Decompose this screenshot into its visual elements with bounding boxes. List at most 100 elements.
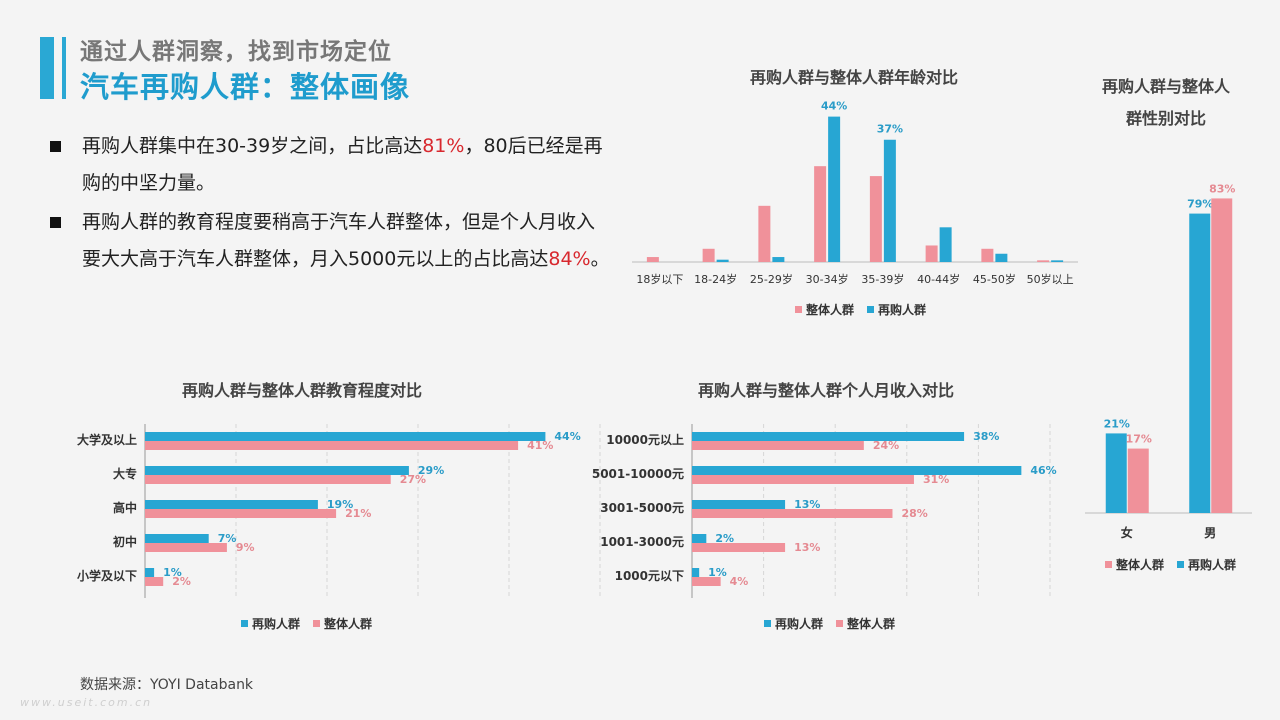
bullet-item: 再购人群集中在30-39岁之间，占比高达81%，80后已经是再购的中坚力量。 [50, 128, 610, 202]
legend-label: 再购人群 [878, 302, 926, 317]
y-tick-label: 1001-3000元 [600, 535, 684, 549]
data-label: 37% [877, 123, 903, 136]
bar [1051, 260, 1064, 262]
x-tick-label: 18岁以下 [636, 272, 683, 286]
bar [145, 500, 318, 509]
bar [995, 253, 1008, 262]
bar [145, 441, 519, 450]
data-label: 83% [1209, 182, 1235, 195]
chart-title: 再购人群与整体人群教育程度对比 [182, 381, 422, 400]
age-chart: 再购人群与整体人群年龄对比 18岁以下 18-24岁 25-29岁 30-34岁 44% 3… [632, 68, 1078, 286]
y-tick-label: 10000元以上 [606, 432, 684, 447]
bar [869, 176, 882, 262]
legend-swatch [241, 620, 248, 627]
bar [1105, 433, 1127, 513]
data-label: 19% [327, 498, 353, 511]
bar [702, 248, 715, 262]
accent-bar-thin [62, 37, 66, 99]
data-label: 13% [794, 498, 820, 511]
legend-swatch [795, 306, 802, 313]
bar [692, 441, 864, 450]
bar [814, 166, 827, 262]
bar [772, 257, 785, 262]
legend-label: 再购人群 [252, 616, 300, 631]
bar [692, 432, 965, 441]
data-label: 9% [236, 541, 255, 554]
bar [692, 466, 1022, 475]
bar [828, 116, 841, 262]
bar [692, 475, 914, 484]
bar [758, 205, 771, 262]
x-tick-label: 30-34岁 [806, 272, 849, 286]
data-label: 4% [730, 575, 749, 588]
x-tick-label: 50岁以上 [1027, 272, 1074, 286]
bar [145, 466, 409, 475]
legend-label: 整体人群 [846, 616, 895, 631]
bar [145, 509, 337, 518]
data-label: 31% [923, 473, 949, 486]
bar [646, 257, 659, 262]
x-tick-label: 35-39岁 [861, 272, 904, 286]
y-tick-label: 大专 [113, 466, 137, 481]
data-label: 17% [1126, 433, 1152, 446]
bar [145, 568, 155, 577]
bar [692, 534, 707, 543]
x-tick-label: 45-50岁 [973, 272, 1016, 286]
page-title: 汽车再购人群：整体画像 [80, 70, 411, 104]
bar [1211, 198, 1233, 513]
x-tick-label: 女 [1121, 525, 1133, 540]
chart-title: 群性别对比 [1126, 109, 1206, 128]
data-label: 1% [708, 566, 727, 579]
data-label: 13% [794, 541, 820, 554]
y-tick-label: 小学及以下 [77, 568, 137, 583]
bullet-text: 。 [590, 248, 610, 270]
bar [145, 475, 391, 484]
data-label: 7% [218, 532, 237, 545]
chart-title: 再购人群与整体人 [1102, 77, 1231, 96]
bar [981, 248, 994, 262]
legend-swatch [313, 620, 320, 627]
bar [925, 245, 938, 262]
bar [883, 139, 896, 262]
bar [1037, 260, 1050, 262]
x-tick-label: 男 [1204, 526, 1216, 540]
chart-title: 再购人群与整体人群年龄对比 [750, 68, 958, 87]
legend-swatch [1105, 561, 1112, 568]
data-label: 29% [418, 464, 444, 477]
y-tick-label: 1000元以下 [615, 569, 684, 583]
legend-swatch [764, 620, 771, 627]
data-label: 46% [1030, 464, 1056, 477]
bar [716, 259, 729, 262]
bar [692, 509, 893, 518]
bullet-text: 再购人群集中在30-39岁之间，占比高达 [82, 135, 423, 157]
bar [145, 534, 209, 543]
data-label: 79% [1187, 198, 1213, 211]
y-tick-label: 大学及以上 [77, 432, 137, 447]
legend-label: 再购人群 [1188, 557, 1236, 572]
x-tick-label: 18-24岁 [694, 272, 737, 286]
y-tick-label: 5001-10000元 [592, 467, 684, 481]
data-label: 2% [715, 532, 734, 545]
data-label: 1% [163, 566, 182, 579]
x-tick-label: 40-44岁 [917, 272, 960, 286]
bar [692, 568, 700, 577]
bullet-list: 再购人群集中在30-39岁之间，占比高达81%，80后已经是再购的中坚力量。 再… [50, 128, 610, 280]
x-tick-label: 25-29岁 [750, 272, 793, 286]
bar [692, 577, 721, 586]
legend-label: 再购人群 [775, 616, 823, 631]
data-label: 21% [345, 507, 371, 520]
bar [145, 577, 164, 586]
bar [939, 227, 952, 262]
data-label: 38% [973, 430, 999, 443]
bar [145, 432, 546, 441]
chart-title: 再购人群与整体人群个人月收入对比 [698, 381, 954, 400]
y-tick-label: 3001-5000元 [600, 501, 684, 515]
bar [692, 500, 786, 509]
highlight-value: 81% [422, 135, 465, 157]
y-tick-label: 高中 [113, 500, 137, 515]
income-chart: 再购人群与整体人群个人月收入对比 10000元以上 38% 24% 5001-10000… [592, 381, 1057, 598]
data-label: 44% [554, 430, 580, 443]
legend-swatch [836, 620, 843, 627]
